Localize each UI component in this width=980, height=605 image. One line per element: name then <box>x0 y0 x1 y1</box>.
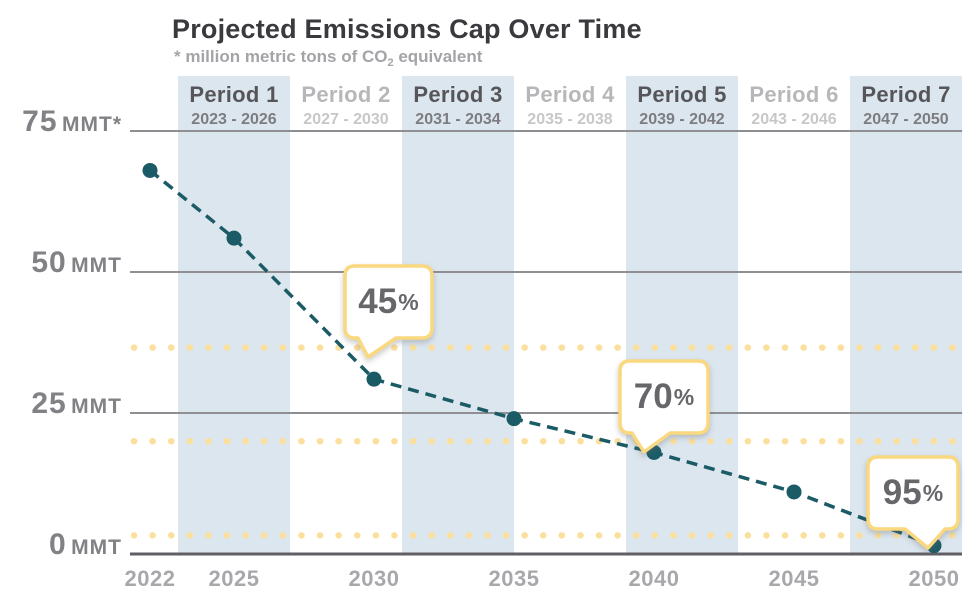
callout-bubble-95pct <box>866 455 960 550</box>
x-axis-label-2045: 2045 <box>768 566 820 591</box>
callout-bubble-45pct <box>343 264 434 359</box>
period-header-6: Period 6 2043 - 2046 <box>749 82 839 128</box>
subtitle-text-tail: equivalent <box>393 47 483 66</box>
x-axis-label-2050: 2050 <box>908 566 960 591</box>
period-header-5: Period 5 2039 - 2042 <box>637 82 727 128</box>
data-point-2025 <box>226 230 242 246</box>
data-point-2035 <box>506 411 522 427</box>
callout-bubble-70pct <box>618 359 710 454</box>
data-point-2045 <box>786 484 802 500</box>
x-axis-label-2022: 2022 <box>124 566 176 591</box>
data-point-2030 <box>366 371 382 387</box>
period-header-4: Period 4 2035 - 2038 <box>525 82 615 128</box>
y-axis-label-25: 25 MMT <box>31 387 122 420</box>
chart-title: Projected Emissions Cap Over Time <box>172 14 642 44</box>
x-axis-label-2030: 2030 <box>348 566 400 591</box>
x-axis-label-2025: 2025 <box>208 566 260 591</box>
co2-subscript: 2 <box>387 57 394 69</box>
y-axis-label-75: 75 MMT* <box>22 105 122 138</box>
x-axis-label-2040: 2040 <box>628 566 680 591</box>
subtitle-text: * million metric tons of CO <box>174 47 388 66</box>
data-point-2022 <box>142 162 158 178</box>
y-axis-label-50: 50 MMT <box>31 246 122 279</box>
period-band-1 <box>178 76 290 554</box>
chart-subtitle: * million metric tons of CO2 equivalent <box>174 47 482 69</box>
x-axis-label-2035: 2035 <box>488 566 540 591</box>
period-header-3: Period 3 2031 - 2034 <box>413 82 503 128</box>
period-band-5 <box>626 76 738 554</box>
y-axis-label-0: 0 MMT <box>49 528 122 561</box>
period-header-2: Period 2 2027 - 2030 <box>301 82 391 128</box>
period-header-7: Period 7 2047 - 2050 <box>861 82 951 128</box>
period-header-1: Period 1 2023 - 2026 <box>189 82 279 128</box>
